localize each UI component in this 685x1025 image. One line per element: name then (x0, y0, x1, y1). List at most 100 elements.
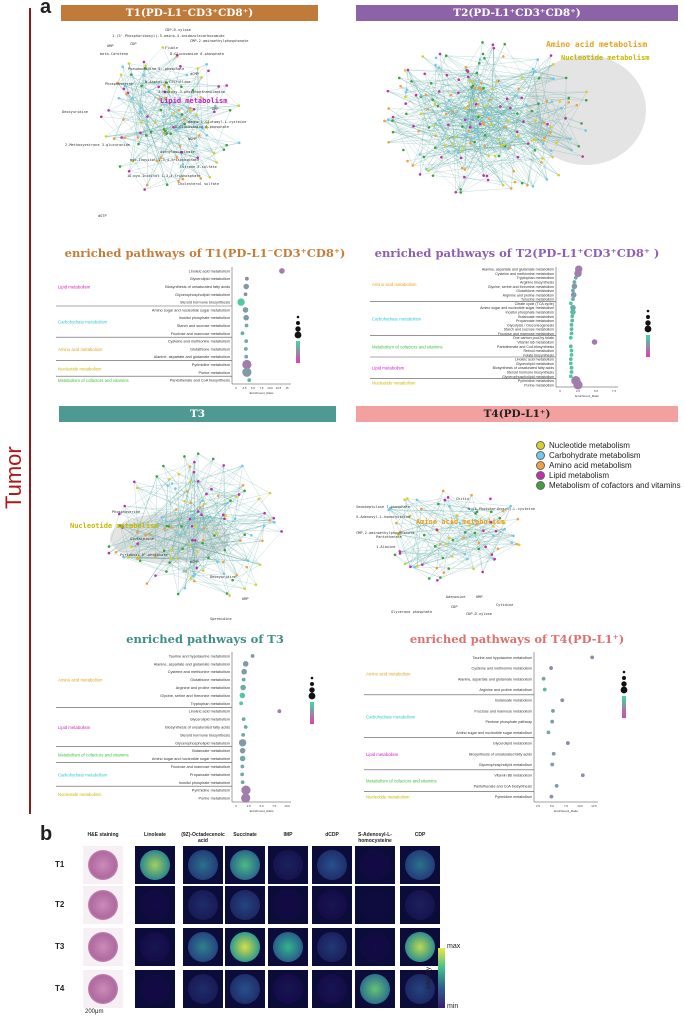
network-node (201, 541, 204, 545)
network-node (450, 555, 454, 558)
network-node (497, 154, 501, 158)
tissue-intensity (405, 932, 435, 962)
network-node (441, 556, 445, 560)
network-edge (447, 497, 453, 523)
network-edge (224, 494, 240, 551)
network-node (205, 126, 209, 129)
pathway-label: Glycerolipid metabolism (516, 362, 554, 366)
network-node (403, 562, 407, 566)
network-edge (105, 122, 209, 137)
network-edge (452, 99, 491, 112)
network-edge (396, 499, 418, 524)
network-edge (166, 465, 243, 527)
network-edge (444, 499, 476, 521)
network-node (160, 516, 163, 519)
network-edge (458, 148, 509, 153)
network-node-label: Glutathione (130, 537, 154, 541)
network-node (447, 567, 451, 570)
pathway-label: Pantothenate and CoA biosynthesis (474, 784, 533, 788)
network-edge (121, 74, 169, 88)
network-node (534, 138, 537, 142)
group-label: Lipid metabolism (58, 725, 91, 730)
network-node (146, 115, 149, 118)
network-node (175, 156, 179, 159)
row-label: T1 (55, 860, 65, 869)
network-edge (473, 543, 517, 569)
network-edge (432, 99, 463, 169)
network-edge (461, 72, 478, 151)
network-node-label: beta-Carotene (100, 52, 128, 56)
network-node (197, 134, 201, 137)
group-label: Carbohydrate metabolism (58, 320, 108, 325)
network-node (481, 121, 485, 124)
network-node (451, 110, 455, 113)
pathway-label: Glycerophospholipid metabolism (479, 763, 532, 767)
x-tick-label: 10.0 (577, 804, 583, 808)
he-stain-image (83, 886, 123, 924)
network-node (169, 557, 173, 560)
enrichment-dot (565, 741, 570, 745)
network-node (434, 56, 438, 60)
network-edge (435, 65, 462, 158)
network-edge (422, 532, 475, 565)
enrichment-dot (571, 283, 578, 290)
enrichment-dot (542, 687, 547, 692)
pathway-label: Arginine and proline metabolism (503, 293, 554, 297)
network-node (474, 102, 478, 106)
network-edge (435, 147, 534, 187)
network-node (557, 173, 560, 177)
ion-image (135, 886, 175, 924)
network-node (427, 169, 430, 173)
network-node (466, 557, 469, 561)
network-edge (119, 513, 249, 561)
network-edge (527, 103, 539, 186)
network-node (226, 501, 229, 505)
network-node (174, 508, 178, 511)
x-tick-label: 0 (559, 389, 561, 393)
network-node (126, 555, 130, 559)
network-edge (166, 527, 189, 572)
tissue-intensity (360, 974, 390, 1004)
network-edge (404, 537, 464, 565)
network-edge (140, 453, 199, 561)
network-edge (165, 520, 270, 522)
network-edge (497, 80, 587, 101)
network-edge (115, 502, 191, 553)
network-node (163, 90, 167, 94)
network-node (472, 567, 475, 571)
enrichment-dot (241, 793, 251, 803)
enrichment-dot (241, 785, 251, 795)
pathway-label: Steroid hormone biosynthesis (507, 371, 555, 375)
network-node (165, 132, 169, 135)
network-node (144, 134, 148, 137)
network-node (464, 107, 468, 111)
network-edge (434, 65, 436, 105)
network-node (398, 552, 402, 555)
network-edge (411, 79, 459, 82)
network-edge (400, 515, 457, 532)
network-node (191, 88, 195, 92)
group-label: Nucleotide metabolism (58, 792, 102, 797)
network-node (162, 549, 166, 553)
network-node (193, 524, 197, 528)
network-node (470, 493, 473, 497)
network-edge (137, 502, 228, 533)
network-edge (123, 119, 200, 136)
pathway-label: Arginine biosynthesis (520, 281, 554, 285)
network-edge (435, 135, 542, 163)
network-node (139, 106, 142, 110)
network-edge (134, 481, 141, 561)
pathway-label: Inositol phosphate metabolism (179, 316, 230, 320)
network-node (114, 550, 118, 554)
network-node (188, 465, 192, 468)
network-edge (482, 42, 571, 140)
t2-header-text: T2(PD-L1⁺CD3⁺CD8⁺) (453, 7, 581, 19)
network-node (395, 521, 398, 525)
group-label: Metabolism of cofactors and vitamins (58, 378, 129, 383)
network-edge (448, 497, 494, 536)
network-node (471, 80, 474, 84)
network-edge (124, 132, 141, 138)
pathway-label: Citrate cycle (TCA cycle) (515, 302, 554, 306)
network-edge (196, 68, 198, 146)
network-node (225, 84, 228, 87)
